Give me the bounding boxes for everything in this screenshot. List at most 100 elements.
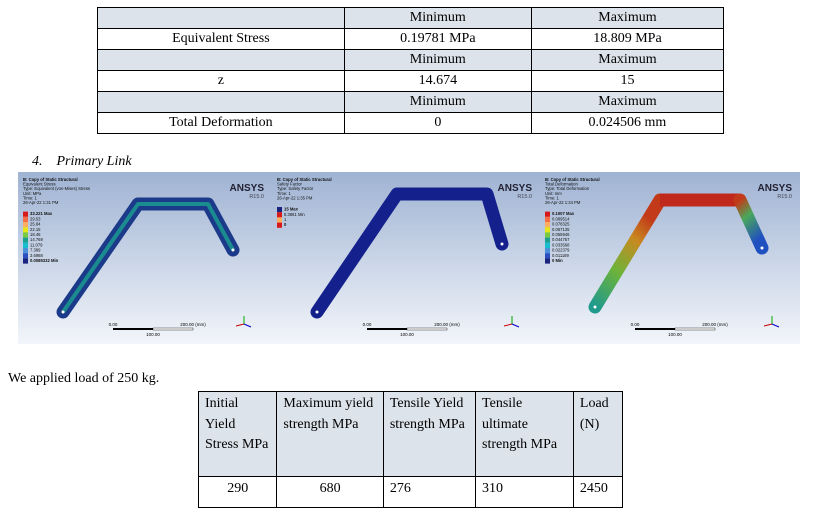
cell: 0.19781 MPa (343, 28, 532, 50)
legend-label: 0 (284, 222, 287, 227)
axis-triad (235, 323, 245, 327)
scale-label: 100.00 (400, 332, 414, 337)
version: R15.0 (777, 194, 792, 200)
header-cell: Maximum (530, 49, 725, 71)
section-heading: 4. Primary Link (32, 154, 132, 170)
cell: 310 (475, 476, 574, 508)
legend-label: 0 Min (552, 258, 563, 263)
image-header: Total Deformation (545, 182, 578, 187)
scale-label: 0.00 (109, 322, 118, 327)
hole (61, 310, 65, 314)
axis-triad (771, 323, 780, 328)
hole (760, 246, 764, 250)
header-row: Minimum Maximum (97, 49, 725, 71)
paragraph: We applied load of 250 kg. (8, 371, 160, 386)
legend-swatch (545, 258, 550, 264)
legend-label: 14.769 (30, 237, 43, 242)
cell: 680 (276, 476, 384, 508)
axis-triad (503, 323, 513, 327)
scale-label: 200.00 (mm) (180, 322, 206, 327)
image-header: Type: Total Deformation (545, 186, 590, 191)
image-header: 26-Apr-22 1:34 PM (545, 200, 581, 205)
legend-swatch (545, 253, 550, 259)
link-body (733, 193, 769, 255)
image-header: 26-Apr-22 1:31 PM (23, 200, 59, 205)
cell: 276 (382, 476, 477, 508)
legend-label: 0.1007 Max (552, 211, 575, 216)
header-cell: Maximum (530, 91, 725, 113)
header-cell: Maximum yield strength MPa (276, 391, 384, 477)
legend-swatch (23, 216, 28, 222)
axis-triad (511, 323, 520, 328)
header-row: Minimum Maximum (97, 91, 725, 113)
cell (97, 7, 345, 29)
legend-swatch (23, 227, 28, 233)
cell: 290 (197, 476, 278, 508)
legend-label: 22.15 (30, 227, 41, 232)
image-header: Unit: MPa (23, 191, 42, 196)
legend-label: 0.089514 (552, 216, 570, 221)
cell: 14.674 (343, 70, 532, 92)
legend-swatch (277, 217, 282, 223)
legend-swatch (23, 232, 28, 238)
header-cell: Tensile Yield strength MPa (382, 391, 477, 477)
header-cell: Minimum (343, 7, 532, 29)
legend-swatch (277, 207, 282, 213)
header-cell: Tensile ultimate strength MPa (475, 391, 574, 477)
cell: 2450 (572, 476, 624, 508)
row-label: Equivalent Stress (97, 28, 345, 50)
legend-label: 0.055946 (552, 232, 570, 237)
legend-label: 0.022379 (552, 248, 570, 253)
legend-label: 0.078325 (552, 222, 570, 227)
cell (97, 49, 345, 71)
cell (97, 91, 345, 113)
image-header: Time: 1 (277, 191, 291, 196)
stress-band (61, 202, 235, 314)
data-row: 290 680 276 310 2450 (197, 476, 624, 508)
legend-swatch (545, 211, 550, 217)
legend-label: 0.0085332 Min (30, 258, 59, 263)
image-header: 26-Apr-22 1:35 PM (277, 195, 313, 200)
header-row: Initial Yield Stress MPa Maximum yield st… (197, 391, 624, 477)
scale-bar (674, 327, 716, 331)
legend-swatch (545, 248, 550, 254)
version: R15.0 (517, 194, 532, 200)
cell: 15 (530, 70, 725, 92)
results-table: Minimum Maximum Equivalent Stress 0.19781 M… (97, 7, 725, 134)
scale-bar (635, 328, 675, 330)
material-table: Initial Yield Stress MPa Maximum yield st… (197, 391, 624, 508)
legend-swatch (23, 253, 28, 259)
scale-label: 200.00 (mm) (434, 322, 460, 327)
section-number: 4. (32, 154, 43, 169)
legend-label: 0.033568 (552, 242, 570, 247)
cell: 0 (343, 112, 532, 134)
section-title: Primary Link (56, 154, 132, 169)
scale-label: 0.00 (363, 322, 372, 327)
logo: ANSYS (498, 183, 533, 194)
image-header: B: Copy of Static Structural (277, 177, 332, 182)
header-cell: Minimum (343, 91, 532, 113)
header-cell: Load (N) (572, 391, 624, 477)
axis-triad (243, 323, 252, 328)
row-label: Total Deformation (97, 112, 345, 134)
legend-label: 18.46 (30, 232, 41, 237)
header-cell: Initial Yield Stress MPa (197, 391, 278, 477)
scale-bar (152, 327, 194, 331)
header-cell: Maximum (530, 7, 725, 29)
image-header: Unit: mm (545, 191, 562, 196)
scale-label: 100.00 (668, 332, 682, 337)
legend-swatch (23, 258, 28, 264)
version: R15.0 (249, 194, 264, 200)
image-header: Type: Equivalent (von-Mises) Stress (23, 186, 90, 191)
image-header: Type: Safety Factor (277, 186, 314, 191)
legend-swatch (545, 216, 550, 222)
hole (500, 242, 504, 246)
legend-swatch (545, 242, 550, 248)
legend-label: 1 (284, 217, 287, 222)
scale-label: 0.00 (631, 322, 640, 327)
header-row: Minimum Maximum (97, 7, 725, 29)
